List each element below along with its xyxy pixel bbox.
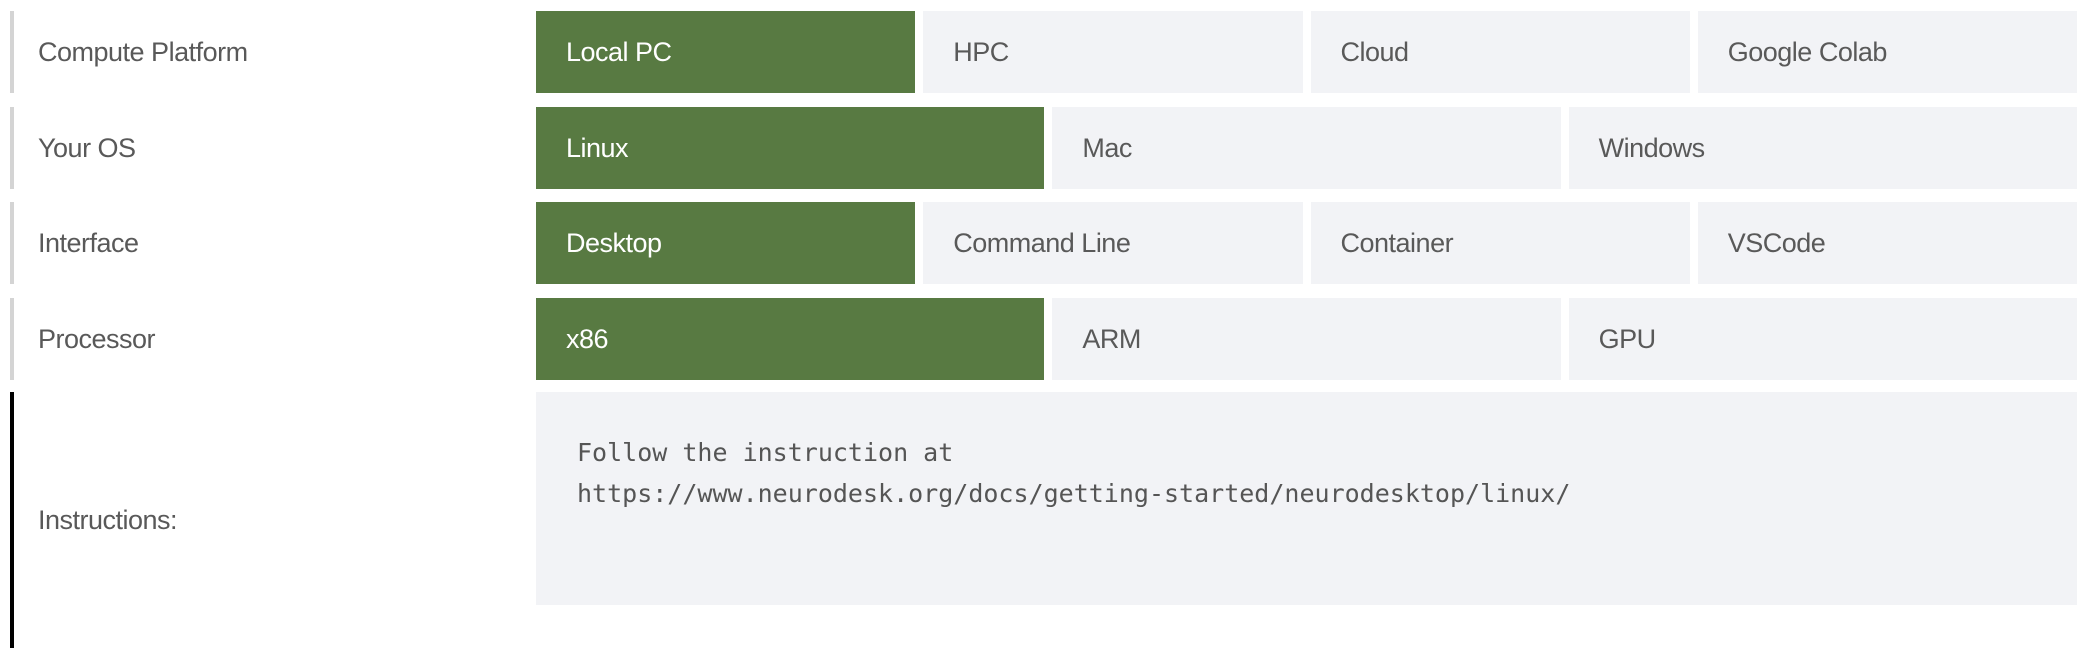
option-arm[interactable]: ARM (1052, 298, 1561, 380)
option-group: Linux Mac Windows (536, 107, 2077, 189)
instructions-label: Instructions: (10, 392, 530, 648)
option-x86[interactable]: x86 (536, 298, 1045, 380)
option-linux[interactable]: Linux (536, 107, 1045, 189)
instruction-url: https://www.neurodesk.org/docs/getting-s… (577, 479, 1571, 508)
row-label-processor: Processor (10, 298, 530, 380)
option-google-colab[interactable]: Google Colab (1697, 11, 2077, 93)
instruction-line: Follow the instruction at (577, 438, 954, 467)
row-label-your-os: Your OS (10, 107, 530, 189)
option-command-line[interactable]: Command Line (923, 202, 1303, 284)
row-label-interface: Interface (10, 202, 530, 284)
option-group: x86 ARM GPU (536, 298, 2077, 380)
option-group: Local PC HPC Cloud Google Colab (536, 11, 2077, 93)
option-hpc[interactable]: HPC (923, 11, 1303, 93)
row-label-compute-platform: Compute Platform (10, 11, 530, 93)
option-cloud[interactable]: Cloud (1310, 11, 1690, 93)
option-group: Desktop Command Line Container VSCode (536, 202, 2077, 284)
option-windows[interactable]: Windows (1568, 107, 2077, 189)
option-desktop[interactable]: Desktop (536, 202, 916, 284)
option-container[interactable]: Container (1310, 202, 1690, 284)
option-local-pc[interactable]: Local PC (536, 11, 916, 93)
option-vscode[interactable]: VSCode (1697, 202, 2077, 284)
instructions-box: Follow the instruction at https://www.neu… (536, 392, 2077, 605)
option-gpu[interactable]: GPU (1568, 298, 2077, 380)
option-mac[interactable]: Mac (1052, 107, 1561, 189)
